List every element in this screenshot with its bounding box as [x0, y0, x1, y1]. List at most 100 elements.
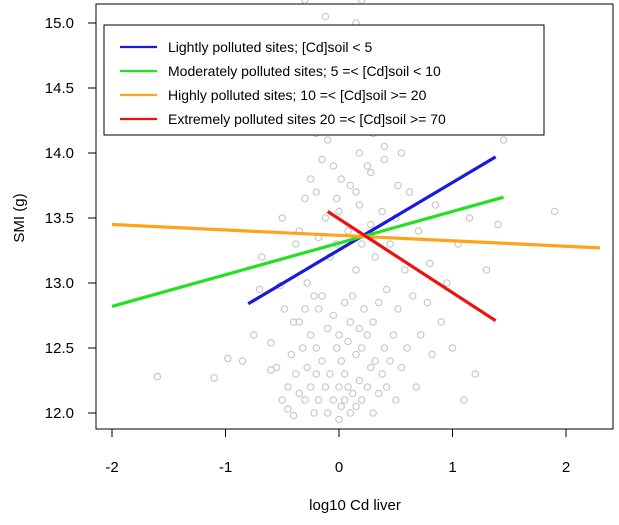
data-point	[314, 305, 323, 313]
data-point	[352, 350, 360, 359]
data-point	[284, 405, 292, 413]
data-point	[380, 142, 389, 151]
data-point	[335, 415, 343, 424]
data-point	[318, 292, 326, 300]
data-point	[412, 383, 420, 391]
data-point	[355, 149, 364, 157]
data-point	[329, 311, 338, 320]
data-point	[386, 357, 394, 365]
legend-label: Extremely polluted sites 20 =< [Cd]soil …	[168, 111, 446, 127]
data-point	[403, 344, 411, 352]
data-point	[295, 389, 304, 398]
data-point	[250, 331, 258, 339]
data-point	[321, 214, 330, 222]
data-point	[391, 396, 400, 404]
data-point	[323, 409, 332, 417]
data-point	[414, 227, 423, 235]
y-tick-label: 14.5	[45, 80, 74, 97]
data-point	[326, 370, 334, 378]
data-point	[378, 370, 386, 378]
data-point	[335, 383, 343, 391]
data-point	[357, 396, 366, 404]
data-point	[323, 136, 332, 144]
data-point	[380, 344, 389, 352]
data-point	[321, 12, 330, 21]
data-point	[301, 194, 309, 203]
data-point	[499, 136, 508, 144]
data-point	[382, 383, 391, 391]
data-point	[312, 188, 321, 196]
data-point	[337, 402, 346, 411]
data-point	[332, 344, 341, 352]
data-point	[314, 396, 323, 404]
data-point	[428, 350, 436, 359]
data-point	[278, 214, 287, 222]
data-point	[335, 207, 343, 216]
data-point	[355, 324, 364, 333]
data-point	[267, 338, 275, 347]
data-point	[340, 298, 349, 307]
y-tick-label: 13.5	[45, 210, 74, 227]
y-tick-label: 15.0	[45, 15, 74, 32]
data-point	[425, 259, 434, 268]
legend-box	[103, 24, 545, 136]
data-point	[348, 389, 357, 398]
data-point	[344, 227, 352, 235]
data-point	[363, 383, 372, 391]
data-point	[369, 409, 377, 417]
data-point	[374, 389, 383, 398]
data-point	[355, 201, 364, 209]
data-point	[337, 357, 346, 365]
data-point	[210, 374, 218, 382]
y-tick-label: 12.5	[45, 340, 74, 357]
data-point	[352, 266, 360, 274]
x-tick-label: 2	[562, 459, 570, 476]
data-point	[416, 331, 425, 339]
data-point	[397, 363, 406, 372]
data-point	[465, 214, 474, 222]
data-point	[329, 162, 338, 170]
data-point	[310, 292, 318, 300]
data-point	[401, 266, 409, 274]
data-point	[238, 357, 247, 365]
series-line-3	[111, 222, 601, 250]
data-point	[312, 344, 321, 352]
data-point	[494, 220, 502, 229]
data-point	[332, 194, 341, 203]
data-point	[303, 279, 312, 287]
y-tick-label: 13.0	[45, 275, 74, 292]
data-point	[318, 155, 326, 164]
data-point	[380, 155, 389, 164]
data-point	[301, 305, 309, 313]
data-point	[371, 357, 380, 365]
x-axis-label: log10 Cd liver	[309, 497, 401, 514]
data-point	[382, 285, 391, 294]
data-point	[306, 383, 315, 391]
data-point	[352, 188, 360, 196]
data-point	[306, 175, 315, 183]
data-point	[289, 318, 298, 326]
data-point	[153, 372, 162, 381]
data-point	[335, 331, 343, 339]
data-point	[360, 305, 368, 313]
data-point	[280, 305, 289, 313]
data-point	[389, 331, 398, 339]
data-point	[295, 318, 304, 326]
data-point	[357, 0, 366, 4]
series-line-1	[247, 155, 497, 306]
data-point	[482, 266, 491, 274]
data-point	[374, 298, 383, 307]
data-point	[344, 337, 352, 346]
data-point	[443, 279, 451, 287]
data-point	[348, 292, 357, 300]
y-tick-label: 12.0	[45, 405, 74, 422]
data-point	[363, 162, 372, 170]
data-point	[298, 344, 307, 352]
series-line-4	[326, 210, 497, 323]
data-point	[378, 207, 386, 216]
data-point	[292, 240, 300, 248]
data-point	[301, 0, 309, 4]
legend-label: Lightly polluted sites; [Cd]soil < 5	[168, 39, 372, 55]
data-point	[329, 396, 338, 404]
data-point	[371, 253, 380, 261]
